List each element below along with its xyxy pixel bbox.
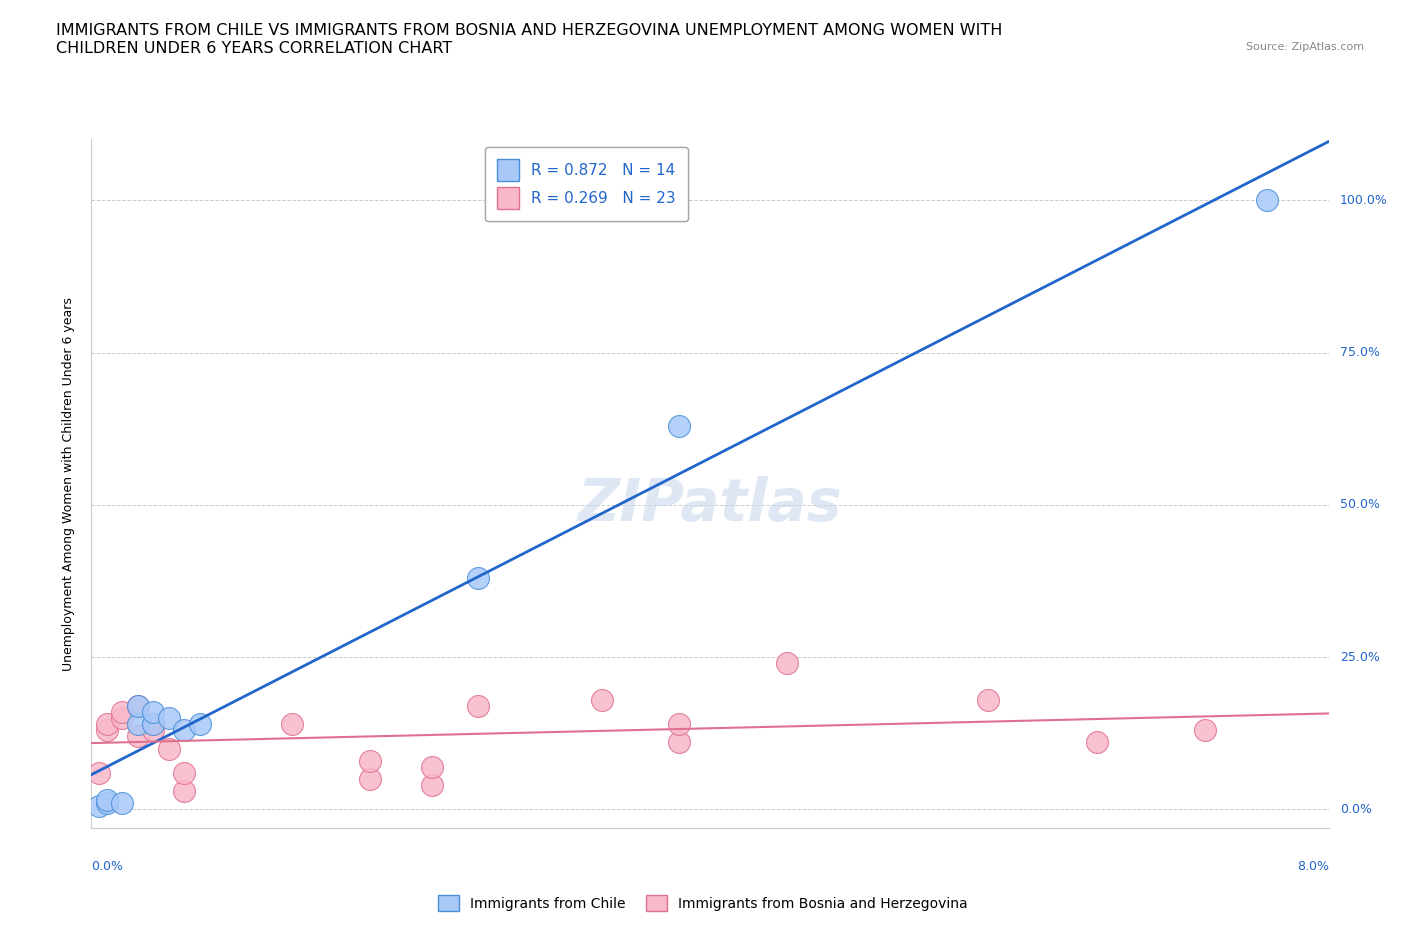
Point [188,717,211,732]
Point [157,741,180,756]
Text: 50.0%: 50.0% [1340,498,1379,512]
Point [1085,735,1108,750]
Point [111,711,134,725]
Point [127,698,149,713]
Point [173,784,195,799]
Point [420,777,443,792]
Text: 0.0%: 0.0% [1340,803,1372,816]
Point [111,705,134,720]
Text: 100.0%: 100.0% [1340,193,1388,206]
Point [87,765,111,780]
Point [1256,193,1278,207]
Point [87,799,111,814]
Point [173,723,195,737]
Text: 25.0%: 25.0% [1340,651,1379,664]
Legend: R = 0.872   N = 14, R = 0.269   N = 23: R = 0.872 N = 14, R = 0.269 N = 23 [485,147,688,221]
Point [111,796,134,811]
Point [420,760,443,775]
Point [977,692,1000,707]
Point [668,735,690,750]
Point [127,717,149,732]
Point [142,717,165,732]
Point [96,796,118,811]
Point [142,723,165,737]
Point [467,571,489,586]
Point [142,717,165,732]
Point [668,418,690,433]
Point [1194,723,1216,737]
Point [96,793,118,808]
Point [96,723,118,737]
Text: 8.0%: 8.0% [1296,859,1329,872]
Point [776,656,799,671]
Point [359,772,381,787]
Point [467,698,489,713]
Point [173,765,195,780]
Point [142,705,165,720]
Point [157,711,180,725]
Point [281,717,304,732]
Text: Source: ZipAtlas.com: Source: ZipAtlas.com [1246,42,1364,52]
Point [96,717,118,732]
Text: 75.0%: 75.0% [1340,346,1379,359]
Y-axis label: Unemployment Among Women with Children Under 6 years: Unemployment Among Women with Children U… [62,297,75,671]
Text: ZIPatlas: ZIPatlas [578,476,842,533]
Point [591,692,613,707]
Point [668,717,690,732]
Point [359,753,381,768]
Text: IMMIGRANTS FROM CHILE VS IMMIGRANTS FROM BOSNIA AND HERZEGOVINA UNEMPLOYMENT AMO: IMMIGRANTS FROM CHILE VS IMMIGRANTS FROM… [56,23,1002,56]
Legend: Immigrants from Chile, Immigrants from Bosnia and Herzegovina: Immigrants from Chile, Immigrants from B… [432,887,974,919]
Point [127,698,149,713]
Point [127,729,149,744]
Text: 0.0%: 0.0% [91,859,124,872]
